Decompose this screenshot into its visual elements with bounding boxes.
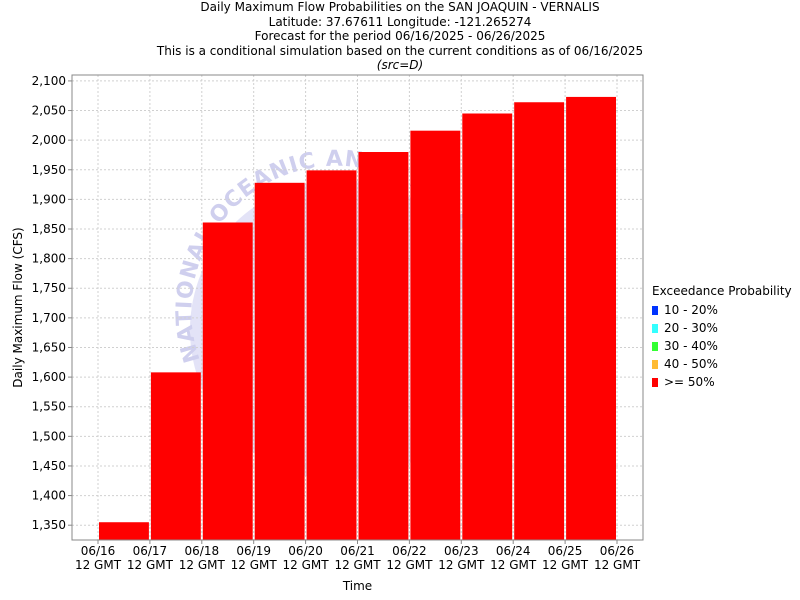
chart-condition-note: This is a conditional simulation based o… — [156, 43, 644, 58]
legend-label: >= 50% — [664, 375, 715, 389]
y-tick-label: 1,400 — [32, 489, 66, 503]
x-tick-label: 06/24 — [496, 544, 531, 558]
y-tick-label: 1,650 — [32, 340, 66, 354]
y-tick-label: 1,350 — [32, 518, 66, 532]
bar — [150, 372, 201, 540]
legend-swatch — [652, 378, 658, 387]
y-axis-label: Daily Maximum Flow (CFS) — [11, 227, 25, 387]
x-tick-sublabel: 12 GMT — [386, 558, 433, 572]
chart-location: Latitude: 37.67611 Longitude: -121.26527… — [268, 14, 532, 29]
chart-period: Forecast for the period 06/16/2025 - 06/… — [254, 29, 546, 43]
legend-label: 30 - 40% — [664, 339, 718, 353]
y-tick-label: 1,850 — [32, 222, 66, 236]
bar — [306, 170, 357, 540]
x-tick-sublabel: 12 GMT — [75, 558, 122, 572]
legend-swatch — [652, 306, 658, 315]
legend-swatch — [652, 360, 658, 369]
bar — [254, 182, 305, 541]
bar — [462, 113, 513, 541]
x-tick-sublabel: 12 GMT — [179, 558, 226, 572]
x-tick-label: 06/20 — [288, 544, 323, 558]
chart-source-note: (src=D) — [376, 58, 424, 72]
chart-title: Daily Maximum Flow Probabilities on the … — [200, 0, 600, 14]
x-tick-label: 06/23 — [444, 544, 479, 558]
y-tick-label: 2,000 — [32, 133, 66, 147]
x-tick-label: 06/25 — [548, 544, 583, 558]
bar — [566, 96, 616, 540]
chart-title-block: Daily Maximum Flow Probabilities on the … — [0, 0, 800, 73]
x-tick-label: 06/22 — [392, 544, 427, 558]
x-tick-label: 06/19 — [236, 544, 271, 558]
legend-label: 20 - 30% — [664, 321, 718, 335]
x-axis-label: Time — [342, 579, 372, 593]
x-tick-sublabel: 12 GMT — [438, 558, 485, 572]
x-tick-sublabel: 12 GMT — [490, 558, 537, 572]
x-tick-sublabel: 12 GMT — [542, 558, 589, 572]
x-tick-label: 06/21 — [340, 544, 375, 558]
legend-item: 20 - 30% — [652, 319, 792, 337]
legend: Exceedance Probability 10 - 20% 20 - 30% 3… — [652, 284, 792, 391]
bar — [410, 130, 461, 541]
legend-swatch — [652, 324, 658, 333]
x-tick-label: 06/18 — [185, 544, 220, 558]
legend-items: 10 - 20% 20 - 30% 30 - 40% 40 - 50% >= 50% — [652, 301, 792, 391]
x-tick-sublabel: 12 GMT — [127, 558, 174, 572]
x-tick-sublabel: 12 GMT — [283, 558, 330, 572]
x-tick-sublabel: 12 GMT — [334, 558, 381, 572]
legend-item: 30 - 40% — [652, 337, 792, 355]
y-tick-label: 1,950 — [32, 163, 66, 177]
y-tick-label: 1,600 — [32, 370, 66, 384]
x-tick-label: 06/26 — [600, 544, 635, 558]
legend-item: 40 - 50% — [652, 355, 792, 373]
x-tick-sublabel: 12 GMT — [231, 558, 278, 572]
bar — [99, 522, 149, 540]
x-tick-label: 06/17 — [133, 544, 168, 558]
y-tick-label: 1,800 — [32, 252, 66, 266]
y-tick-label: 1,550 — [32, 400, 66, 414]
y-tick-label: 1,750 — [32, 281, 66, 295]
legend-swatch — [652, 342, 658, 351]
legend-title: Exceedance Probability — [652, 284, 792, 298]
x-tick-sublabel: 12 GMT — [594, 558, 641, 572]
legend-item: >= 50% — [652, 373, 792, 391]
y-tick-label: 2,100 — [32, 74, 66, 88]
y-tick-label: 1,900 — [32, 192, 66, 206]
bar — [514, 102, 565, 540]
legend-label: 10 - 20% — [664, 303, 718, 317]
legend-label: 40 - 50% — [664, 357, 718, 371]
bar — [358, 152, 409, 541]
bar — [202, 222, 253, 540]
y-tick-label: 1,500 — [32, 429, 66, 443]
legend-item: 10 - 20% — [652, 301, 792, 319]
y-tick-label: 1,700 — [32, 311, 66, 325]
x-tick-label: 06/16 — [81, 544, 116, 558]
y-tick-label: 2,050 — [32, 104, 66, 118]
plot-border — [71, 74, 644, 541]
y-tick-label: 1,450 — [32, 459, 66, 473]
